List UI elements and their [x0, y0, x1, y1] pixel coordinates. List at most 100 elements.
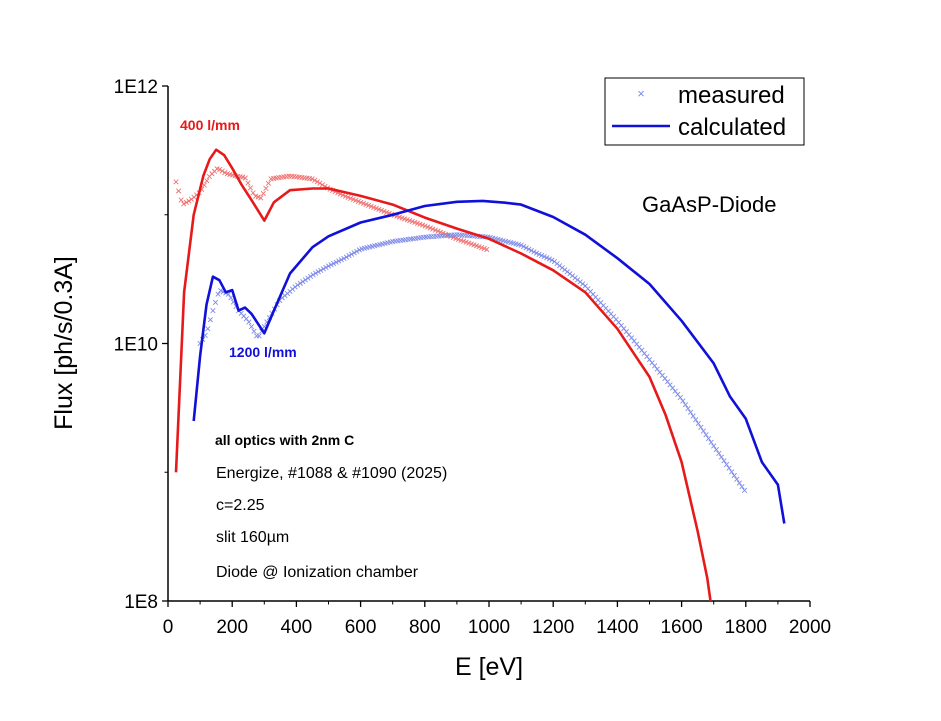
- measured-point: [300, 278, 306, 285]
- measured-point: [716, 450, 722, 456]
- measured-point: [729, 469, 735, 475]
- measured-point: [245, 180, 251, 186]
- measured-point: [741, 487, 748, 493]
- measured-point: [295, 282, 301, 288]
- measured-point: [313, 270, 319, 276]
- measured-point: [212, 299, 219, 306]
- measured-point: [175, 188, 182, 194]
- measured-point: [314, 179, 320, 185]
- x-tick-label: 400: [281, 617, 313, 638]
- measured-point: [346, 253, 352, 259]
- measured-point: [690, 413, 696, 419]
- measured-point: [723, 461, 730, 468]
- measured-point: [331, 260, 337, 267]
- measured-point: [323, 264, 329, 271]
- measured-point: [518, 242, 524, 248]
- x-tick-label: 200: [216, 617, 248, 638]
- x-tick-label: 1600: [660, 617, 702, 638]
- measured-point: [256, 333, 262, 339]
- measured-point: [251, 328, 257, 334]
- energize-note: Energize, #1088 & #1090 (2025): [216, 465, 447, 482]
- measured-point: [695, 420, 701, 427]
- measured-point: [181, 201, 187, 207]
- measured-point: [711, 443, 717, 449]
- measured-point: [354, 248, 360, 254]
- measured-point: [718, 454, 725, 460]
- measured-point: [341, 255, 347, 262]
- measured-point: [539, 252, 545, 259]
- measured-point: [523, 245, 529, 251]
- measured-point: [325, 263, 332, 269]
- measured-point: [533, 250, 540, 256]
- x-tick-label: 1000: [468, 617, 510, 638]
- series-measured: [197, 232, 748, 493]
- measured-point: [186, 198, 192, 204]
- measured-point: [536, 251, 542, 257]
- measured-point: [698, 424, 704, 430]
- measured-point: [693, 417, 699, 423]
- measured-point: [731, 472, 737, 479]
- y-axis-title: Flux [ph/s/0.3A]: [50, 256, 78, 430]
- measured-point: [297, 280, 303, 286]
- measured-point: [210, 308, 216, 314]
- measured-point: [215, 291, 221, 297]
- y-tick-label: 1E10: [114, 335, 158, 356]
- measured-point: [708, 439, 714, 445]
- measured-point: [526, 246, 532, 252]
- measured-point: [546, 256, 552, 262]
- measured-point: [521, 243, 527, 250]
- x-tick-label: 800: [409, 617, 441, 638]
- measured-point: [263, 185, 269, 192]
- measured-point: [319, 182, 326, 188]
- measured-point: [228, 295, 234, 301]
- measured-point: [677, 394, 683, 401]
- measured-point: [302, 277, 309, 283]
- measured-point: [183, 199, 189, 206]
- measured-point: [541, 254, 547, 260]
- measured-point: [531, 249, 537, 255]
- measured-point: [736, 480, 742, 486]
- measured-point: [307, 273, 314, 279]
- measured-point: [687, 409, 694, 415]
- measured-point: [528, 247, 534, 254]
- optics-note: all optics with 2nm C: [215, 432, 354, 448]
- measured-point: [320, 266, 326, 272]
- measured-point: [484, 246, 490, 253]
- x-ticks: 0 200 400 600 800 1000 1200 1400 1600 1800 2000: [163, 601, 831, 638]
- measured-point: [315, 269, 321, 275]
- diode-chamber-note: Diode @ Ionization chamber: [216, 564, 419, 581]
- measured-point: [250, 190, 256, 196]
- measured-point: [309, 176, 315, 182]
- series-calculated-line: [192, 199, 786, 524]
- measured-point: [333, 259, 339, 265]
- measured-point: [682, 402, 689, 408]
- label-1200-lines: 1200 l/mm: [229, 344, 297, 360]
- measured-point: [217, 166, 223, 173]
- measured-point: [680, 398, 686, 404]
- measured-point: [178, 197, 184, 203]
- legend: × measured calculated: [604, 77, 805, 146]
- measured-point: [247, 185, 254, 191]
- measured-point: [343, 254, 350, 260]
- measured-point: [310, 272, 316, 278]
- x-tick-label: 1800: [725, 617, 767, 638]
- legend-box: [604, 77, 805, 146]
- measured-point: [739, 484, 745, 490]
- measured-point: [312, 177, 318, 183]
- series-calculated-line: [174, 148, 712, 602]
- x-axis-title: E [eV]: [455, 653, 523, 681]
- measured-point: [207, 317, 213, 323]
- measured-point: [258, 195, 264, 201]
- measured-point: [242, 175, 248, 181]
- measured-point: [713, 447, 719, 453]
- measured-point: [218, 288, 224, 294]
- measured-point: [305, 275, 311, 281]
- measured-point: [734, 476, 740, 482]
- measured-point: [705, 435, 712, 442]
- y-ticks: 1E8 1E10 1E12: [114, 77, 168, 613]
- x-tick-label: 2000: [789, 617, 831, 638]
- measured-point: [265, 180, 272, 186]
- measured-point: [336, 258, 342, 264]
- measured-point: [703, 432, 709, 438]
